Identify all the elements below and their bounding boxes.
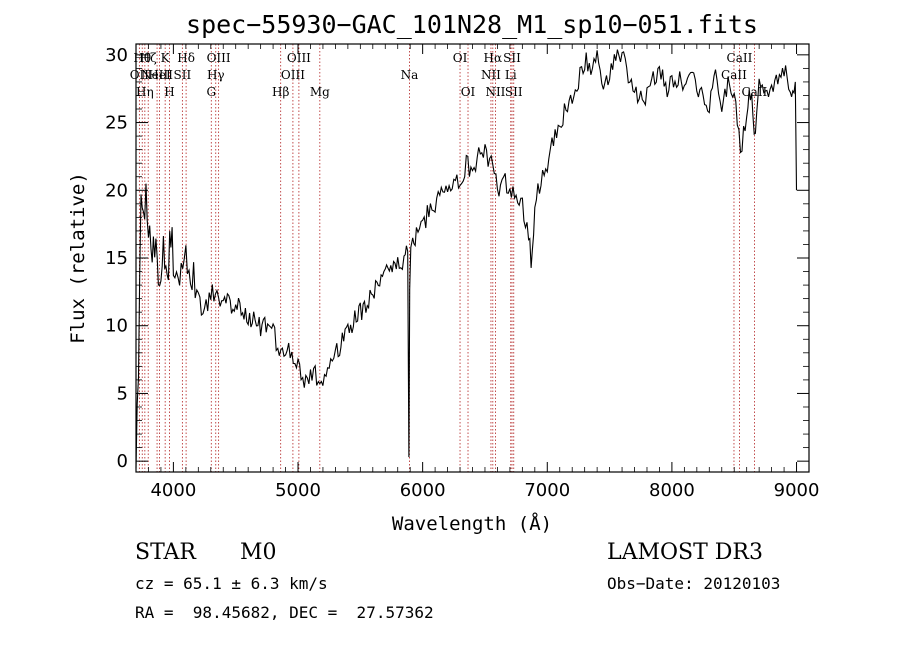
spectral-line-label: CaII: [741, 85, 767, 99]
y-tick-label: 15: [105, 248, 128, 269]
spectral-line-label: NeIII: [141, 68, 173, 82]
observation-date: Obs−Date: 20120103: [607, 574, 781, 593]
spectral-line-label: Hα: [484, 51, 503, 65]
x-axis-label: Wavelength (Å): [392, 512, 552, 535]
spectral-line-label: Na: [401, 68, 419, 82]
spectral-line-label: Mg: [310, 85, 330, 99]
spectral-line-label: Hδ: [177, 51, 195, 65]
spectral-line-label: CaII: [721, 68, 747, 82]
spectral-line-label: H: [164, 85, 174, 99]
y-tick-label: 25: [105, 113, 128, 134]
y-tick-label: 30: [105, 45, 128, 66]
spectral-line-label: SII: [503, 51, 521, 65]
x-tick-label: 4000: [150, 480, 196, 501]
x-tick-label: 7000: [524, 480, 570, 501]
spectral-line-label: OII: [130, 68, 150, 82]
x-tick-label: 5000: [275, 480, 321, 501]
spectral-line-label: OI: [453, 51, 468, 65]
object-subclass: M0: [240, 540, 277, 565]
x-tick-label: 6000: [400, 480, 446, 501]
y-axis-ticks: 0 5 10 15 20 25 30: [105, 45, 809, 472]
spectral-line-label: NII: [481, 68, 501, 82]
spectral-line-label: Hζ: [140, 51, 157, 65]
y-tick-label: 0: [117, 451, 128, 472]
spectral-line-label: CaII: [727, 51, 753, 65]
x-tick-label: 9000: [774, 480, 820, 501]
spectral-line-label: Li: [505, 68, 517, 82]
y-tick-label: 5: [117, 383, 128, 404]
spectral-line-label: OIII: [287, 51, 311, 65]
spectral-line-label: HeI: [148, 68, 171, 82]
spectral-line-label: NII: [485, 85, 505, 99]
spectral-line-label: Hη: [136, 85, 154, 99]
spectral-line-label: OIII: [207, 51, 231, 65]
spectral-line-label: K: [161, 51, 171, 65]
spectrum-series-line: [135, 49, 798, 469]
spectral-line-label: G: [206, 85, 216, 99]
plot-frame: [135, 43, 810, 473]
spectral-line-markers: [138, 44, 755, 472]
spectral-line-label: Hβ: [272, 85, 289, 99]
x-axis-ticks: 4000 5000 6000 7000 8000 9000: [135, 44, 820, 501]
spectral-line-label: SII: [174, 68, 192, 82]
spectral-line-labels: OIIHθHηHζNeIIIHeIKHSIIHδGHγOIIIHβOIIIOII…: [130, 51, 768, 99]
survey-name: LAMOST DR3: [607, 540, 763, 565]
coordinates: RA = 98.45682, DEC = 27.57362: [135, 603, 434, 622]
x-tick-label: 8000: [649, 480, 695, 501]
object-class: STAR: [135, 540, 196, 565]
spectral-line-label: OIII: [281, 68, 305, 82]
y-tick-label: 10: [105, 316, 128, 337]
spectral-line-label: SII: [505, 85, 523, 99]
y-axis-label: Flux (relative): [67, 172, 89, 344]
redshift-velocity: cz = 65.1 ± 6.3 km/s: [135, 574, 328, 593]
chart-title: spec−55930−GAC_101N28_M1_sp10−051.fits: [186, 10, 758, 39]
spectral-line-label: Hγ: [207, 68, 225, 82]
y-tick-label: 20: [105, 180, 128, 201]
spectral-line-label: OI: [461, 85, 476, 99]
